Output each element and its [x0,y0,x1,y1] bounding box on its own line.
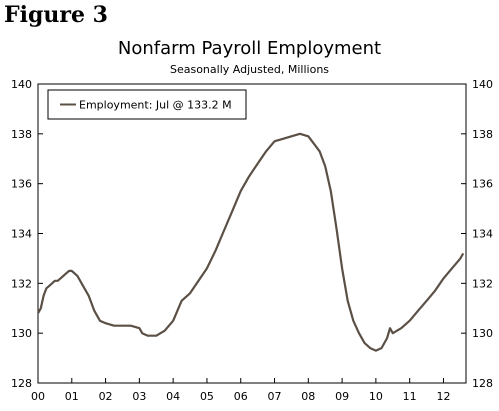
figure-label: Figure 3 [4,2,108,28]
x-tick-label: 07 [268,390,282,403]
x-tick-label: 10 [369,390,383,403]
x-axis: 00 01 02 03 04 05 06 07 08 09 10 11 12 [31,378,450,403]
x-tick-label: 09 [335,390,349,403]
x-tick-label: 12 [436,390,450,403]
x-tick-label: 11 [403,390,417,403]
y-tick-label-left: 136 [11,178,32,191]
y-tick-label-right: 140 [472,78,493,91]
x-tick-label: 06 [234,390,248,403]
y-tick-label-right: 134 [472,228,493,241]
x-tick-label: 04 [166,390,180,403]
y-axis-left: 128 130 132 134 136 138 140 [11,78,43,390]
y-tick-label-left: 134 [11,228,32,241]
legend-label: Employment: Jul @ 133.2 M [79,99,232,112]
employment-series-line [37,132,465,352]
legend: Employment: Jul @ 133.2 M [47,89,247,120]
y-tick-label-left: 130 [11,327,32,340]
y-axis-right: 128 130 132 134 136 138 140 [461,78,493,390]
y-tick-label-left: 128 [11,377,32,390]
x-tick-label: 00 [31,390,45,403]
y-tick-label-left: 138 [11,128,32,141]
x-tick-label: 05 [200,390,214,403]
x-tick-label: 02 [99,390,113,403]
y-tick-label-left: 140 [11,78,32,91]
y-tick-label-right: 132 [472,277,493,290]
legend-box [47,89,247,120]
y-tick-label-right: 138 [472,128,493,141]
y-tick-label-right: 130 [472,327,493,340]
y-tick-label-right: 136 [472,178,493,191]
x-tick-label: 01 [65,390,79,403]
chart-subtitle: Seasonally Adjusted, Millions [169,63,330,76]
chart-title: Nonfarm Payroll Employment [117,38,382,59]
x-tick-label: 03 [132,390,146,403]
x-tick-label: 08 [301,390,315,403]
y-tick-label-right: 128 [472,377,493,390]
plot-area-frame [37,83,467,384]
y-tick-label-left: 132 [11,277,32,290]
